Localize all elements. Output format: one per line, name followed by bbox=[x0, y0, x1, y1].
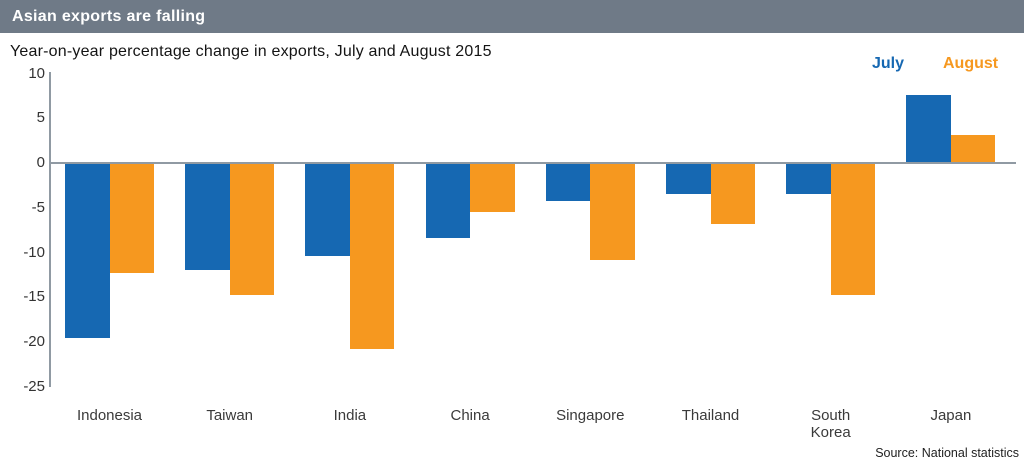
bar-july-india bbox=[305, 163, 350, 257]
bar-august-south-korea bbox=[830, 163, 876, 296]
bar-august-china bbox=[470, 163, 515, 213]
bar-july-china bbox=[425, 163, 471, 239]
bar-august-japan bbox=[950, 135, 996, 163]
bar-august-indonesia bbox=[109, 163, 154, 274]
y-axis-tick-label--5: -5 bbox=[31, 198, 45, 216]
bar-august-thailand bbox=[710, 163, 755, 224]
bar-july-taiwan bbox=[185, 163, 230, 270]
category-label-indonesia: Indonesia bbox=[76, 407, 143, 424]
category-label-japan: Japan bbox=[930, 407, 972, 424]
bar-july-indonesia bbox=[65, 163, 110, 338]
chart-subtitle: Year-on-year percentage change in export… bbox=[10, 43, 492, 60]
bar-august-india bbox=[349, 163, 395, 350]
category-label-singapore: Singapore bbox=[556, 407, 625, 424]
legend-item-august: August bbox=[943, 55, 999, 72]
bar-july-singapore bbox=[545, 163, 591, 201]
y-axis-tick-label--15: -15 bbox=[23, 288, 45, 306]
y-axis-tick-label-0: 0 bbox=[36, 154, 45, 171]
legend-item-july: July bbox=[872, 55, 905, 72]
category-label-india: India bbox=[333, 407, 367, 424]
category-label-taiwan: Taiwan bbox=[206, 407, 254, 424]
zero-baseline bbox=[50, 162, 1016, 164]
bar-august-taiwan bbox=[229, 163, 275, 296]
bar-july-south-korea bbox=[786, 163, 831, 195]
bar-july-japan bbox=[906, 94, 951, 163]
y-axis-tick-label-10: 10 bbox=[28, 64, 45, 82]
category-label-south-korea: South Korea bbox=[810, 407, 851, 441]
category-label-thailand: Thailand bbox=[681, 407, 740, 424]
bar-august-singapore bbox=[590, 163, 635, 260]
y-axis-line bbox=[49, 72, 51, 387]
y-axis-tick-label--20: -20 bbox=[23, 333, 45, 350]
source-note: Source: National statistics bbox=[875, 446, 1019, 460]
y-axis-tick-label--25: -25 bbox=[23, 377, 45, 395]
bar-july-thailand bbox=[666, 163, 711, 195]
chart-title: Asian exports are falling bbox=[12, 7, 206, 25]
category-label-china: China bbox=[450, 407, 490, 424]
y-axis-tick-label-5: 5 bbox=[36, 109, 45, 127]
chart-header: Asian exports are falling bbox=[0, 0, 1024, 33]
y-axis-tick-label--10: -10 bbox=[23, 243, 45, 261]
